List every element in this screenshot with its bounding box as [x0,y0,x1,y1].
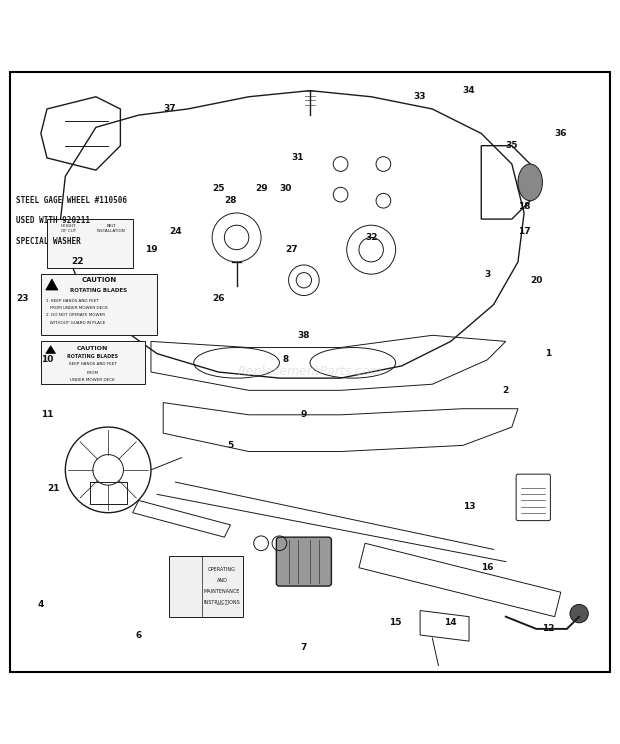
FancyBboxPatch shape [277,537,332,586]
Text: 29: 29 [255,184,267,193]
Text: INSTRUCTIONS: INSTRUCTIONS [204,600,241,605]
FancyBboxPatch shape [41,274,157,336]
Text: 36: 36 [554,129,567,138]
Text: 16: 16 [481,563,494,572]
Text: 6: 6 [136,630,142,640]
Text: 35: 35 [505,141,518,150]
Text: 13: 13 [463,502,476,511]
Text: 12: 12 [542,624,555,633]
Text: ROTATING BLADES: ROTATING BLADES [71,288,128,292]
Text: 8: 8 [282,356,289,365]
Text: HEIGHT
OF CUT: HEIGHT OF CUT [61,224,76,233]
Text: 2: 2 [503,386,509,395]
Text: CAUTION: CAUTION [81,278,117,283]
Text: ~~~: ~~~ [215,603,229,608]
Text: 24: 24 [169,227,182,236]
Text: STEEL GAGE WHEEL #110506: STEEL GAGE WHEEL #110506 [16,196,127,205]
FancyBboxPatch shape [41,341,145,384]
Text: 28: 28 [224,196,237,205]
Text: 34: 34 [463,86,476,95]
Text: 3: 3 [484,269,490,279]
Polygon shape [46,279,58,290]
Text: ReplacementParts.com: ReplacementParts.com [237,365,383,379]
Text: 20: 20 [530,276,542,285]
Text: 23: 23 [16,294,29,303]
Text: 18: 18 [518,202,530,211]
Text: 15: 15 [389,618,402,627]
Text: UNDER MOWER DECK: UNDER MOWER DECK [71,378,115,382]
Text: 10: 10 [41,356,53,365]
Text: CAUTION: CAUTION [77,346,108,350]
Text: 33: 33 [414,92,427,101]
Text: 30: 30 [280,184,292,193]
Text: 37: 37 [163,104,175,114]
Text: 5: 5 [228,441,234,450]
Text: 9: 9 [301,411,307,420]
Ellipse shape [518,164,542,201]
Text: 21: 21 [47,484,60,493]
Text: OPERATING: OPERATING [208,566,236,571]
Text: 38: 38 [298,331,310,340]
Polygon shape [46,346,56,353]
FancyBboxPatch shape [47,219,133,268]
Bar [90,482,126,504]
Text: 19: 19 [144,246,157,254]
Circle shape [570,604,588,623]
Text: 1. KEEP HANDS AND FEET: 1. KEEP HANDS AND FEET [46,298,99,303]
Text: 32: 32 [365,233,378,242]
Text: FROM UNDER MOWER DECK: FROM UNDER MOWER DECK [46,306,107,310]
Text: 26: 26 [212,294,224,303]
Text: FROM: FROM [87,371,99,376]
Text: KEEP HANDS AND FEET: KEEP HANDS AND FEET [69,362,117,366]
Text: 27: 27 [285,246,298,254]
Text: SPECIAL WASHER: SPECIAL WASHER [16,237,81,246]
Text: USED WITH 920211: USED WITH 920211 [16,217,91,225]
Text: 22: 22 [71,257,84,266]
Text: 17: 17 [518,227,530,236]
Text: 11: 11 [41,411,53,420]
Text: 4: 4 [38,600,44,609]
Text: 14: 14 [445,618,457,627]
Text: 31: 31 [291,153,304,162]
Text: 1: 1 [546,349,552,358]
Text: BELT
INSTALLATION: BELT INSTALLATION [97,224,126,233]
Text: 7: 7 [301,643,307,652]
Text: ROTATING BLADES: ROTATING BLADES [68,354,118,359]
Text: MAINTENANCE: MAINTENANCE [204,589,241,594]
Text: AND: AND [217,577,228,583]
FancyBboxPatch shape [169,556,242,617]
Text: 25: 25 [212,184,224,193]
Text: WITHOUT GUARD IN PLACE: WITHOUT GUARD IN PLACE [46,321,105,324]
Text: 2. DO NOT OPERATE MOWER: 2. DO NOT OPERATE MOWER [46,313,105,317]
